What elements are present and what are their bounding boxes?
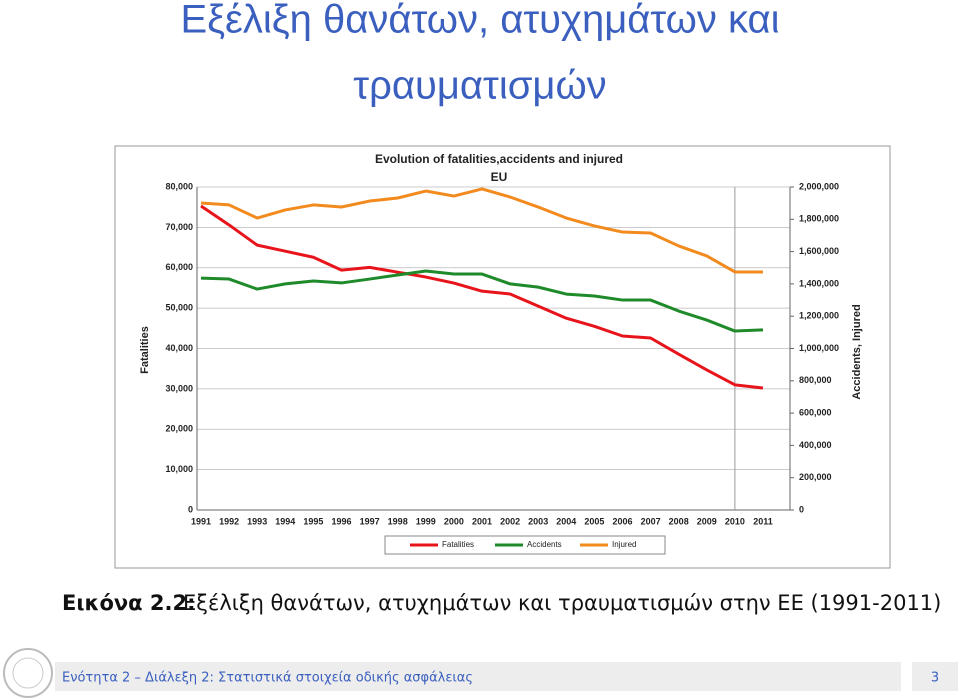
footer-text: Ενότητα 2 – Διάλεξη 2: Στατιστικά στοιχε… [62, 671, 473, 686]
y-tick-label: 60,000 [165, 262, 193, 272]
legend-label: Injured [612, 540, 636, 549]
x-tick-label: 2000 [444, 516, 464, 526]
slide-title: τραυματισμών [353, 64, 606, 108]
y-tick-label: 40,000 [165, 343, 193, 353]
legend-label: Fatalities [442, 540, 474, 549]
series-line [200, 269, 764, 333]
y2-tick-label: 1,200,000 [799, 311, 839, 321]
y2-tick-label: 0 [799, 504, 804, 514]
y-tick-label: 30,000 [165, 383, 193, 393]
y-tick-label: 50,000 [165, 303, 193, 313]
x-tick-label: 2008 [669, 516, 689, 526]
footer-bar [55, 662, 901, 691]
y2-tick-label: 1,600,000 [799, 246, 839, 256]
slide-title: Εξέλιξη θανάτων, ατυχημάτων και [180, 0, 779, 42]
chart-subtitle: EU [491, 170, 508, 184]
legend-label: Accidents [527, 540, 562, 549]
x-tick-label: 1993 [247, 516, 267, 526]
x-tick-label: 1995 [303, 516, 323, 526]
caption-text: Εξέλιξη θανάτων, ατυχημάτων και τραυματι… [183, 591, 941, 615]
chart-title: Evolution of fatalities,accidents and in… [375, 152, 623, 166]
y2-tick-label: 600,000 [799, 407, 832, 417]
y-tick-label: 80,000 [165, 181, 193, 191]
caption-label: Εικόνα 2.2: [62, 591, 196, 615]
y2-tick-label: 400,000 [799, 440, 832, 450]
logo [3, 648, 53, 698]
y2-tick-label: 2,000,000 [799, 181, 839, 191]
series-line [200, 187, 763, 274]
x-tick-label: 2009 [697, 516, 717, 526]
y2-axis-label: Accidents, Injured [851, 304, 863, 399]
x-tick-label: 1997 [360, 516, 380, 526]
x-tick-label: 1992 [219, 516, 239, 526]
x-tick-label: 2003 [528, 516, 548, 526]
x-tick-label: 2004 [556, 516, 576, 526]
x-tick-label: 2001 [472, 516, 492, 526]
x-tick-label: 1999 [416, 516, 436, 526]
x-tick-label: 2005 [584, 516, 604, 526]
x-tick-label: 2002 [500, 516, 520, 526]
y-tick-label: 20,000 [165, 424, 193, 434]
x-tick-label: 2011 [753, 516, 773, 526]
x-tick-label: 1991 [191, 516, 211, 526]
y2-tick-label: 1,000,000 [799, 343, 839, 353]
y-tick-label: 70,000 [165, 222, 193, 232]
y2-tick-label: 800,000 [799, 375, 832, 385]
y2-tick-label: 200,000 [799, 472, 832, 482]
x-tick-label: 1996 [331, 516, 351, 526]
x-tick-label: 1998 [388, 516, 408, 526]
y-tick-label: 0 [188, 504, 193, 514]
y-tick-label: 10,000 [165, 464, 193, 474]
y-axis-label: Fatalities [139, 326, 151, 374]
legend [384, 535, 666, 555]
page-box [912, 662, 958, 691]
chart-frame [114, 145, 891, 569]
logo [12, 657, 44, 689]
y2-tick-label: 1,800,000 [799, 214, 839, 224]
y2-tick-label: 1,400,000 [799, 278, 839, 288]
x-tick-label: 2007 [641, 516, 661, 526]
x-tick-label: 2006 [612, 516, 632, 526]
x-tick-label: 2010 [725, 516, 745, 526]
page-number: 3 [931, 671, 939, 686]
x-tick-label: 1994 [275, 516, 295, 526]
series-line [200, 204, 764, 390]
